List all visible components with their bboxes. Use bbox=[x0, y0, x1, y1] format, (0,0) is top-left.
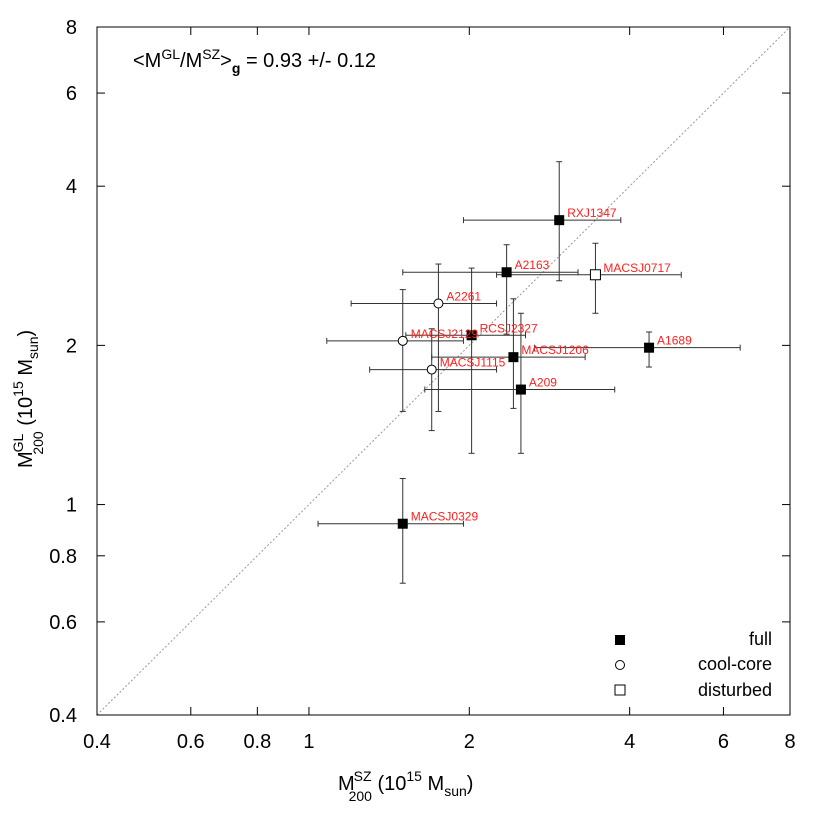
annot-close: > bbox=[220, 50, 232, 72]
y-tick-label: 1 bbox=[66, 495, 77, 517]
point-label-macsj1115: MACSJ1115 bbox=[440, 356, 506, 370]
x-tick-label: 1 bbox=[303, 731, 314, 753]
legend-label-disturbed: disturbed bbox=[698, 680, 772, 700]
x-tick-label: 8 bbox=[784, 731, 795, 753]
point-label-a2261: A2261 bbox=[446, 290, 481, 304]
point-label-macsj0717: MACSJ0717 bbox=[603, 261, 671, 275]
point-rxj1347 bbox=[554, 215, 565, 226]
x-tick-label: 4 bbox=[624, 731, 635, 753]
point-a1689 bbox=[644, 342, 655, 353]
y-tick-label: 4 bbox=[66, 176, 77, 198]
point-macsj1206 bbox=[508, 352, 519, 363]
point-label-a1689: A1689 bbox=[657, 334, 692, 348]
legend-label-full: full bbox=[749, 629, 772, 649]
point-macsj0329 bbox=[397, 518, 408, 529]
x-tick-label: 0.6 bbox=[177, 731, 205, 753]
point-macsj2129 bbox=[397, 335, 408, 346]
point-label-a2163: A2163 bbox=[515, 258, 550, 272]
plot-frame bbox=[96, 26, 791, 716]
legend: full cool-core disturbed bbox=[614, 629, 772, 700]
mean-ratio-annotation: <MGL/MSZ>g = 0.93 +/- 0.12 bbox=[133, 46, 376, 76]
y-tick-label: 0.4 bbox=[49, 705, 77, 727]
y-tick-label: 2 bbox=[66, 335, 77, 357]
one-to-one-line bbox=[96, 26, 791, 716]
point-a2261 bbox=[433, 298, 444, 309]
annot-sup-gl: GL bbox=[161, 46, 180, 62]
x-title-units-exp: 15 bbox=[406, 768, 422, 784]
x-tick-label: 0.8 bbox=[243, 731, 271, 753]
y-title-main: M bbox=[15, 451, 37, 468]
y-title-sup: GL bbox=[10, 433, 26, 452]
x-axis-title: MSZ 200 (1015 Msun) bbox=[338, 768, 473, 804]
annot-sup-sz: SZ bbox=[202, 46, 220, 62]
annot-value: = 0.93 +/- 0.12 bbox=[240, 50, 376, 72]
x-title-sup: SZ bbox=[354, 768, 372, 784]
point-label-macsj2129: MACSJ2129 bbox=[411, 327, 479, 341]
annot-open: <M bbox=[133, 50, 161, 72]
legend-marker-disturbed bbox=[614, 684, 626, 696]
y-title-units-open: (10 bbox=[15, 397, 37, 431]
annot-slash: /M bbox=[180, 50, 202, 72]
x-title-units-close: ) bbox=[467, 773, 474, 795]
y-title-units-exp: 15 bbox=[10, 381, 26, 397]
point-label-macsj0329: MACSJ0329 bbox=[411, 510, 479, 524]
x-title-units-m: M bbox=[422, 773, 444, 795]
x-tick-label: 2 bbox=[464, 731, 475, 753]
y-axis-title: MGL 200 (1015 Msun) bbox=[10, 330, 46, 468]
y-tick-label: 8 bbox=[66, 17, 77, 39]
point-macsj1115 bbox=[426, 364, 437, 375]
point-macsj0717 bbox=[589, 269, 601, 281]
y-title-units-m: M bbox=[15, 359, 37, 381]
y-tick-label: 0.8 bbox=[49, 546, 77, 568]
legend-marker-cool-core bbox=[615, 660, 625, 670]
x-tick-label: 0.4 bbox=[83, 731, 111, 753]
y-title-units-sub: sun bbox=[25, 336, 41, 359]
annot-sub-g: g bbox=[232, 60, 241, 76]
point-rcsj2327 bbox=[466, 330, 477, 341]
y-title-sub: 200 bbox=[30, 431, 46, 455]
legend-label-cool-core: cool-core bbox=[698, 654, 772, 674]
point-label-macsj1206: MACSJ1206 bbox=[521, 343, 589, 357]
y-title-units-close: ) bbox=[15, 330, 37, 337]
point-label-rxj1347: RXJ1347 bbox=[567, 206, 617, 220]
y-tick-label: 0.6 bbox=[49, 612, 77, 634]
x-tick-label: 6 bbox=[718, 731, 729, 753]
point-a2163 bbox=[501, 267, 512, 278]
x-title-sub: 200 bbox=[349, 788, 373, 804]
x-title-units-open: (10 bbox=[372, 773, 406, 795]
legend-marker-full bbox=[615, 635, 625, 645]
x-title-main: M bbox=[338, 773, 355, 795]
y-tick-label: 6 bbox=[66, 83, 77, 105]
point-a209 bbox=[515, 384, 526, 395]
point-label-a209: A209 bbox=[529, 376, 557, 390]
x-title-units-sub: sun bbox=[444, 783, 467, 799]
point-label-rcsj2327: RCSJ2327 bbox=[480, 321, 538, 335]
